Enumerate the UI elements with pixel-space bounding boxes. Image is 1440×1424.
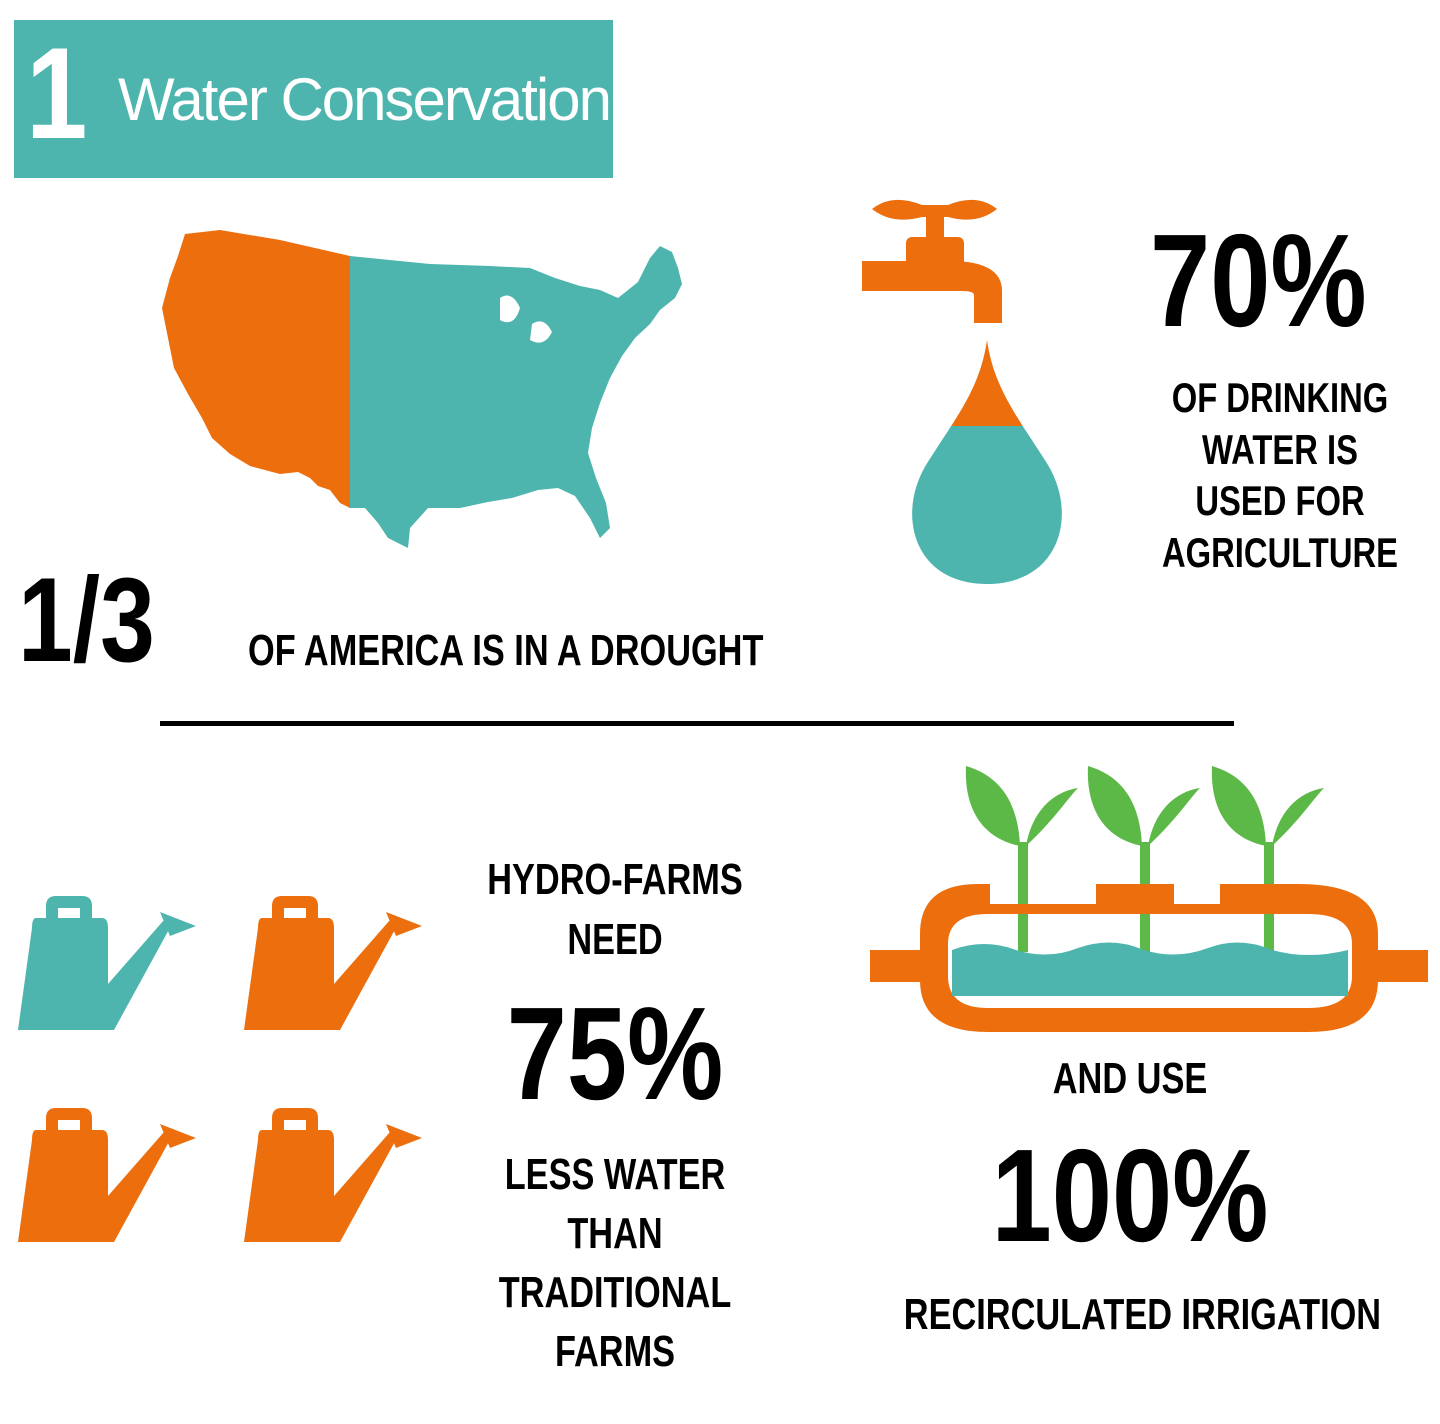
section-divider	[160, 721, 1234, 726]
hydrofarms-caption-line: THAN TRADITIONAL	[498, 1208, 732, 1317]
hydrofarms-intro: HYDRO-FARMS NEED	[463, 850, 767, 970]
watering-can-icon	[18, 1108, 196, 1242]
irrigation-caption: RECIRCULATED IRRIGATION	[903, 1290, 1382, 1339]
hydrofarms-caption: LESS WATER THAN TRADITIONAL FARMS	[447, 1146, 782, 1382]
irrigation-stat: 100%	[991, 1122, 1269, 1269]
hydrofarms-stat: 75%	[506, 980, 724, 1127]
drought-stat: 1/3	[18, 553, 155, 687]
drought-caption: OF AMERICA IS IN A DROUGHT	[248, 626, 764, 675]
section-title: Water Conservation	[118, 66, 612, 133]
us-map-icon	[162, 230, 682, 548]
watering-can-icon	[244, 896, 422, 1030]
section-header	[14, 20, 613, 178]
hydrofarms-caption-line: LESS WATER	[504, 1150, 726, 1199]
section-number: 1	[26, 20, 88, 166]
faucet-icon	[862, 199, 1002, 323]
agriculture-caption: OF DRINKING WATER IS USED FOR AGRICULTUR…	[1136, 372, 1425, 579]
seedling-icon	[1211, 766, 1324, 952]
water-drop-icon	[912, 340, 1062, 584]
watering-can-icon	[244, 1108, 422, 1242]
hydrofarms-caption-line: FARMS	[554, 1326, 676, 1376]
watering-can-icon	[18, 896, 196, 1030]
agriculture-caption-line: USED FOR	[1195, 477, 1365, 525]
agriculture-caption-line: AGRICULTURE	[1162, 528, 1398, 576]
agriculture-caption-line: WATER IS	[1202, 425, 1358, 473]
irrigation-intro: AND USE	[1052, 1054, 1208, 1103]
agriculture-caption-line: OF DRINKING	[1171, 374, 1389, 421]
hydrofarms-intro-line: HYDRO-FARMS	[487, 855, 743, 904]
seedling-icon	[1087, 766, 1200, 952]
hydroponic-tank-icon	[870, 766, 1428, 1032]
hydrofarms-intro-line: NEED	[567, 914, 663, 964]
seedling-icon	[965, 766, 1078, 952]
agriculture-stat: 70%	[1150, 207, 1367, 354]
